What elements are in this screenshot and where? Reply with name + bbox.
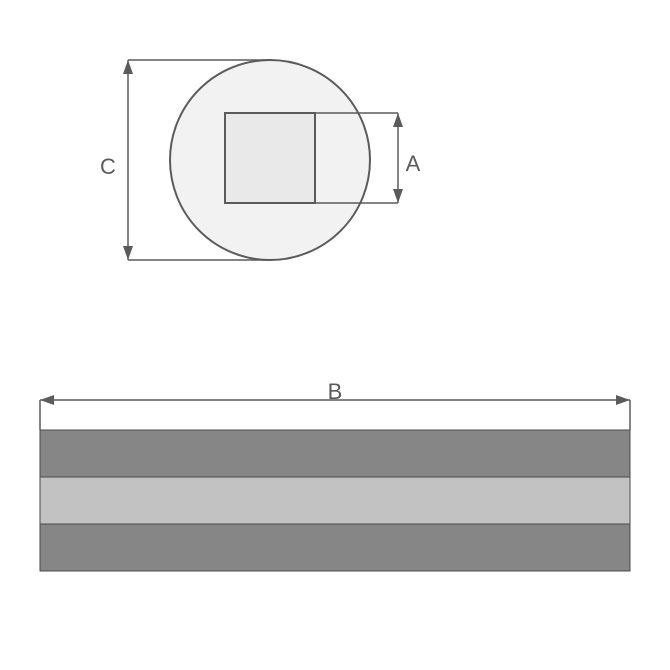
diagram-svg: A C B — [0, 0, 670, 670]
dim-label-B: B — [328, 379, 343, 404]
diagram-canvas: A C B — [0, 0, 670, 670]
dim-label-C: C — [100, 154, 116, 179]
dim-label-A: A — [406, 151, 421, 176]
side-view-band-1 — [40, 477, 630, 524]
side-view-band-2 — [40, 524, 630, 571]
square-bore — [225, 113, 315, 203]
side-view-band-0 — [40, 430, 630, 477]
